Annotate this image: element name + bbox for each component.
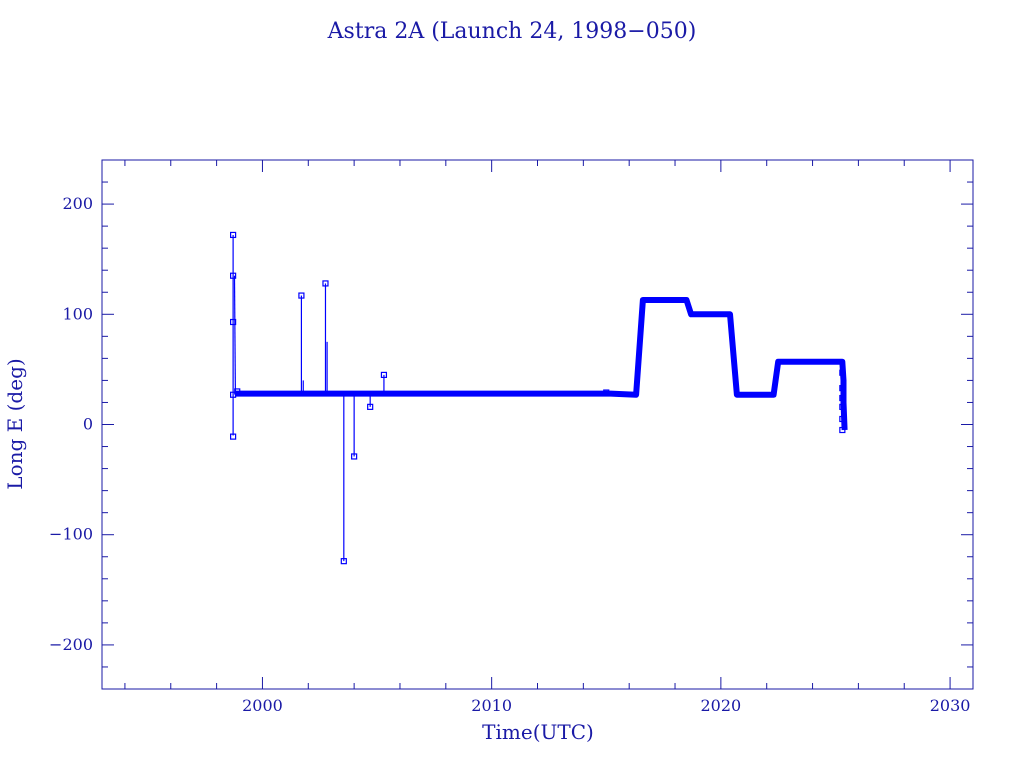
data-point [839, 403, 846, 410]
x-axis-title: Time(UTC) [482, 720, 594, 744]
data-point [340, 558, 347, 565]
data-point [230, 272, 237, 279]
y-tick-label: −200 [49, 635, 93, 654]
data-point [839, 415, 846, 423]
data-point [367, 403, 374, 410]
data-point [839, 426, 846, 434]
data-point [839, 369, 846, 376]
y-tick-label: 0 [83, 415, 93, 434]
data-point [380, 371, 388, 379]
data-point [839, 394, 846, 402]
y-tick-label: −100 [49, 525, 93, 544]
x-tick-label: 2000 [242, 696, 283, 715]
y-tick-label: 200 [62, 194, 93, 213]
data-point [322, 280, 329, 287]
data-point [839, 385, 846, 392]
data-point [351, 453, 358, 460]
data-point [230, 391, 237, 398]
x-tick-label: 2020 [701, 696, 742, 715]
series-line [234, 297, 848, 431]
data-point [230, 318, 237, 326]
y-tick-label: 100 [62, 304, 93, 323]
data-point [234, 388, 241, 395]
x-tick-label: 2030 [930, 696, 971, 715]
data-point [298, 292, 305, 299]
x-tick-label: 2010 [471, 696, 512, 715]
y-axis-title: Long E (deg) [3, 358, 27, 489]
axis-tick-labels: 2000 2010 2020 2030 −200 −100 0 100 200 [49, 194, 970, 715]
chart-title: Astra 2A (Launch 24, 1998−050) [327, 19, 697, 44]
data-point [230, 433, 237, 440]
data-point [603, 389, 610, 396]
series-segment [233, 275, 237, 394]
axis-ticks [102, 159, 973, 690]
data-point [230, 231, 237, 239]
data-series [230, 231, 848, 565]
